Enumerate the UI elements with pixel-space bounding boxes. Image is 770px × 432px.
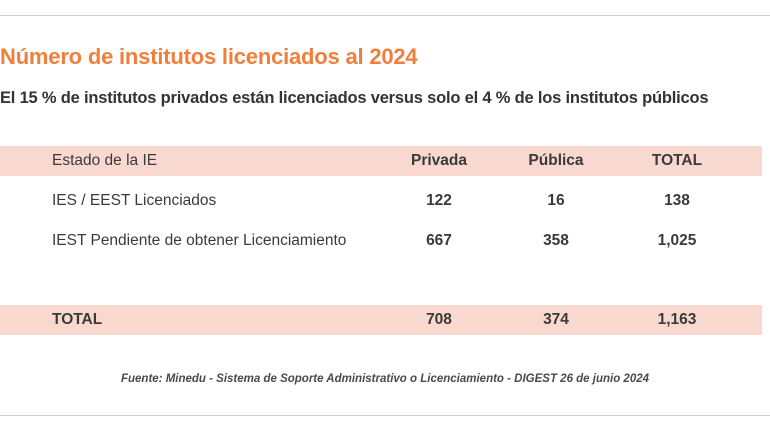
page-title: Número de institutos licenciados al 2024 xyxy=(0,44,418,69)
row-publica: 358 xyxy=(543,232,569,249)
header-estado: Estado de la IE xyxy=(52,152,158,169)
bottom-divider xyxy=(0,415,770,416)
table-row: IES / EEST Licenciados 122 16 138 xyxy=(0,186,762,216)
total-total: 1,163 xyxy=(657,311,697,328)
top-divider xyxy=(0,15,770,16)
page-subtitle: El 15 % de institutos privados están lic… xyxy=(0,89,709,107)
total-label: TOTAL xyxy=(52,311,103,328)
table-row: IEST Pendiente de obtener Licenciamiento… xyxy=(0,226,762,256)
row-total: 138 xyxy=(664,192,690,209)
row-label: IEST Pendiente de obtener Licenciamiento xyxy=(52,232,347,249)
row-total: 1,025 xyxy=(657,232,697,249)
row-publica: 16 xyxy=(547,192,565,209)
header-total: TOTAL xyxy=(651,152,703,169)
table-total-row: TOTAL 708 374 1,163 xyxy=(0,305,762,335)
row-label: IES / EEST Licenciados xyxy=(52,192,217,209)
header-publica: Pública xyxy=(528,152,584,169)
total-privada: 708 xyxy=(426,311,452,328)
table-header-row: Estado de la IE Privada Pública TOTAL xyxy=(0,146,762,176)
row-privada: 122 xyxy=(426,192,452,209)
row-privada: 667 xyxy=(426,232,452,249)
total-publica: 374 xyxy=(543,311,569,328)
header-privada: Privada xyxy=(410,152,467,169)
source-note: Fuente: Minedu - Sistema de Soporte Admi… xyxy=(120,373,650,385)
